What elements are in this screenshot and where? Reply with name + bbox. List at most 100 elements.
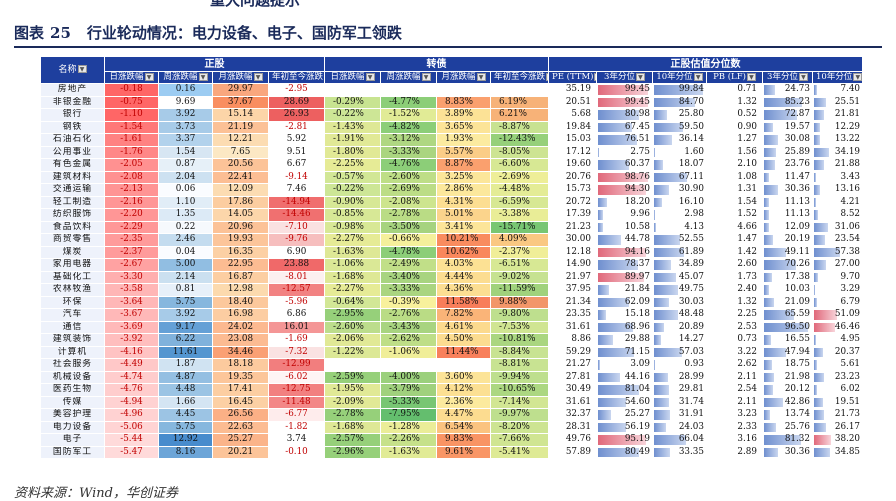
column-header[interactable]: 日涨跌幅▼ [105,72,159,84]
bond-change-cell: -1.68% [325,271,381,284]
filter-dropdown-icon[interactable]: ▼ [254,73,263,81]
stock-change-cell: 9.51 [269,146,325,159]
column-header[interactable]: 日涨跌幅▼ [325,72,381,84]
bond-change-cell: -6.59% [491,196,549,209]
pe-ttm-cell: 12.18 [549,246,597,259]
pe-ttm-cell: 20.51 [549,96,597,109]
percentile-bar-cell: 17.38 [763,271,813,284]
bond-change-cell: -2.69% [381,184,437,197]
stock-change-cell: 20.21 [213,446,269,459]
bond-change-cell: -2.27% [325,284,381,297]
percentile-bar [598,335,613,345]
percentile-bar [654,260,671,270]
pb-lf-cell: 1.56 [707,146,763,159]
column-header[interactable]: PB (LF)▼ [707,72,763,84]
bond-change-cell: -3.33% [381,146,437,159]
percentile-bar-cell: 24.03 [653,421,707,434]
filter-dropdown-icon[interactable]: ▼ [694,73,703,81]
stock-change-cell: 16.35 [213,246,269,259]
column-header[interactable]: 年初至今涨跌▼ [491,72,549,84]
industry-name: 有色金属 [41,159,105,172]
filter-dropdown-icon[interactable]: ▼ [747,73,756,81]
percentile-bar-cell: 12.09 [763,221,813,234]
column-header[interactable]: 月涨跌幅▼ [437,72,491,84]
bond-change-cell: 2.86% [437,184,491,197]
bond-change-cell: -9.97% [491,409,549,422]
filter-dropdown-icon[interactable]: ▼ [199,73,208,81]
percentile-bar-cell: 89.97 [597,271,653,284]
percentile-bar-cell: 3.09 [597,359,653,372]
column-header[interactable]: PE (TTM)▼ [549,72,597,84]
column-header[interactable]: 10年分位▼ [813,72,863,84]
pe-ttm-cell: 19.84 [549,121,597,134]
percentile-bar-cell: 21.88 [813,159,863,172]
stock-change-cell: -4.96 [105,409,159,422]
pb-lf-cell: 4.66 [707,221,763,234]
filter-dropdown-icon[interactable]: ▼ [636,73,645,81]
filter-dropdown-icon[interactable]: ▼ [366,73,375,81]
column-header[interactable]: 年初至今涨跌▼ [269,72,325,84]
percentile-bar [764,285,769,295]
industry-name: 建筑材料 [41,171,105,184]
stock-change-cell: 37.67 [213,96,269,109]
stock-change-cell: 6.86 [269,309,325,322]
stock-change-cell: -12.57 [269,284,325,297]
bond-change-cell: -9.80% [491,309,549,322]
title-rule [14,46,882,48]
percentile-bar-cell: 85.23 [763,96,813,109]
bond-change-cell: -11.59% [491,284,549,297]
column-header[interactable]: 10年分位▼ [653,72,707,84]
bond-change-cell: -4.00% [381,371,437,384]
industry-name: 基础化工 [41,271,105,284]
stock-change-cell: 3.92 [159,109,213,122]
name-header[interactable]: 名称▼ [41,57,105,84]
bond-change-cell: 5.01% [437,209,491,222]
column-header[interactable]: 周涨跌幅▼ [159,72,213,84]
filter-dropdown-icon[interactable]: ▼ [145,73,154,81]
filter-dropdown-icon[interactable]: ▼ [853,73,862,81]
filter-dropdown-icon[interactable]: ▼ [799,73,808,81]
bond-change-cell: -2.76% [381,309,437,322]
percentile-bar-cell: 11.13 [763,209,813,222]
percentile-bar [654,285,678,295]
industry-name: 机械设备 [41,371,105,384]
percentile-bar [654,448,670,458]
bond-change-cell: -2.59% [325,371,381,384]
bond-change-cell: -3.43% [381,321,437,334]
percentile-bar-cell: 2.75 [597,146,653,159]
column-header[interactable]: 3年分位▼ [597,72,653,84]
stock-change-cell: 3.73 [159,121,213,134]
filter-dropdown-icon[interactable]: ▼ [422,73,431,81]
stock-change-cell: 1.66 [159,396,213,409]
stock-change-cell: -8.01 [269,271,325,284]
stock-change-cell: 16.98 [213,309,269,322]
filter-dropdown-icon[interactable]: ▼ [477,73,486,81]
stock-change-cell: -7.10 [269,221,325,234]
percentile-bar-cell: 49.75 [653,284,707,297]
column-header[interactable]: 月涨跌幅▼ [213,72,269,84]
percentile-bar [764,373,774,383]
stock-change-cell: -4.74 [105,371,159,384]
stock-change-cell: -2.81 [269,121,325,134]
bond-change-cell: 4.12% [437,384,491,397]
percentile-bar-cell: 49.11 [763,246,813,259]
stock-change-cell: -1.76 [105,146,159,159]
percentile-bar-cell: 66.04 [653,434,707,447]
stock-change-cell: 22.41 [213,171,269,184]
percentile-bar [814,348,823,358]
column-header[interactable]: 周涨跌幅▼ [381,72,437,84]
column-header[interactable]: 3年分位▼ [763,72,813,84]
stock-change-cell: 19.93 [213,234,269,247]
percentile-bar [814,198,816,208]
pb-lf-cell: 1.31 [707,184,763,197]
bond-change-cell: -2.60% [381,171,437,184]
pb-lf-cell: 2.89 [707,446,763,459]
percentile-bar-cell: 9.96 [597,209,653,222]
percentile-bar [598,410,611,420]
bond-change-cell: -7.66% [491,434,549,447]
bond-change-cell: -5.41% [491,446,549,459]
